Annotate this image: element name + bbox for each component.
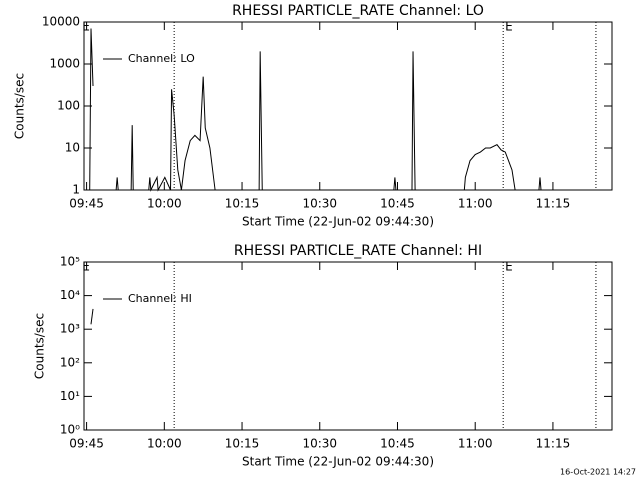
x-tick-label: 10:45 [380, 197, 415, 211]
x-tick-label: 09:45 [69, 437, 104, 451]
x-tick-label: 10:15 [225, 197, 260, 211]
data-line [89, 28, 542, 192]
x-tick-label: 10:15 [225, 437, 260, 451]
plot-frame [83, 261, 613, 431]
x-tick-label: 10:45 [380, 437, 415, 451]
x-axis-label: Start Time (22-Jun-02 09:44:30) [242, 215, 434, 229]
y-tick-label: 10000 [42, 15, 80, 29]
x-tick-label: 10:00 [147, 197, 182, 211]
y-tick-label: 10⁵ [60, 255, 80, 269]
y-tick-label: 1000 [49, 57, 80, 71]
plot-frame [83, 21, 613, 191]
legend-label: Channel: HI [128, 292, 192, 305]
y-tick-label: 1 [72, 183, 80, 197]
x-tick-label: 10:00 [147, 437, 182, 451]
x-tick-label: 10:30 [302, 437, 337, 451]
y-tick-label: 10³ [60, 322, 80, 336]
data-line [90, 308, 94, 325]
x-tick-label: 11:00 [458, 437, 493, 451]
chart-title: RHESSI PARTICLE_RATE Channel: LO [232, 3, 484, 19]
x-tick-label: 11:00 [458, 197, 493, 211]
x-axis-label: Start Time (22-Jun-02 09:44:30) [242, 455, 434, 469]
y-tick-label: 10 [65, 141, 80, 155]
event-marker: E [505, 20, 513, 34]
y-tick-label: 100 [57, 99, 80, 113]
x-tick-label: 10:30 [302, 197, 337, 211]
footer: 16-Oct-2021 14:27 [560, 468, 636, 477]
y-tick-label: 10¹ [60, 389, 80, 403]
x-tick-label: 11:15 [536, 437, 571, 451]
x-tick-label: 11:15 [536, 197, 571, 211]
y-tick-label: 10⁰ [60, 423, 80, 437]
y-tick-label: 10² [60, 355, 80, 369]
legend-label: Channel: LO [128, 52, 195, 65]
chart-title: RHESSI PARTICLE_RATE Channel: HI [234, 243, 482, 259]
y-axis-label: Counts/sec [33, 313, 47, 379]
y-tick-label: 10⁴ [60, 288, 80, 302]
event-marker: E [82, 260, 90, 274]
event-marker: E [82, 20, 90, 34]
y-axis-label: Counts/sec [13, 73, 27, 139]
event-marker: E [505, 260, 513, 274]
x-tick-label: 09:45 [69, 197, 104, 211]
